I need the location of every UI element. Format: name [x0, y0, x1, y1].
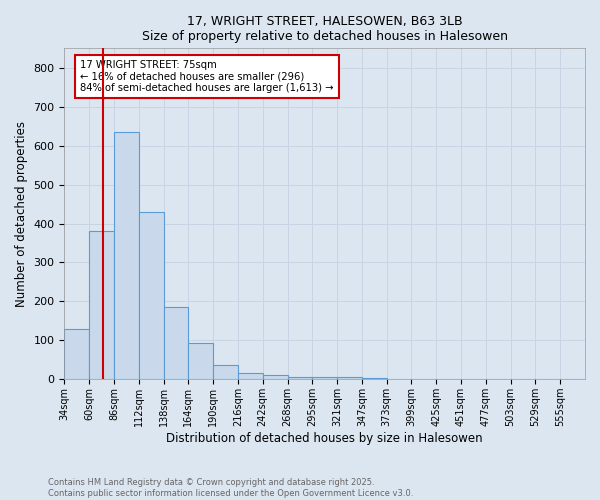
Bar — [164, 308, 188, 380]
Bar — [287, 378, 313, 380]
Bar — [89, 232, 114, 380]
Title: 17, WRIGHT STREET, HALESOWEN, B63 3LB
Size of property relative to detached hous: 17, WRIGHT STREET, HALESOWEN, B63 3LB Si… — [142, 15, 508, 43]
Bar — [313, 378, 337, 380]
Bar — [362, 378, 386, 380]
Bar — [139, 212, 164, 380]
Bar — [238, 372, 263, 380]
X-axis label: Distribution of detached houses by size in Halesowen: Distribution of detached houses by size … — [166, 432, 483, 445]
Bar — [213, 366, 238, 380]
Text: 17 WRIGHT STREET: 75sqm
← 16% of detached houses are smaller (296)
84% of semi-d: 17 WRIGHT STREET: 75sqm ← 16% of detache… — [80, 60, 334, 93]
Bar — [337, 376, 362, 380]
Bar — [114, 132, 139, 380]
Bar — [64, 328, 89, 380]
Text: Contains HM Land Registry data © Crown copyright and database right 2025.
Contai: Contains HM Land Registry data © Crown c… — [48, 478, 413, 498]
Bar — [188, 343, 213, 380]
Bar — [263, 376, 287, 380]
Y-axis label: Number of detached properties: Number of detached properties — [15, 121, 28, 307]
